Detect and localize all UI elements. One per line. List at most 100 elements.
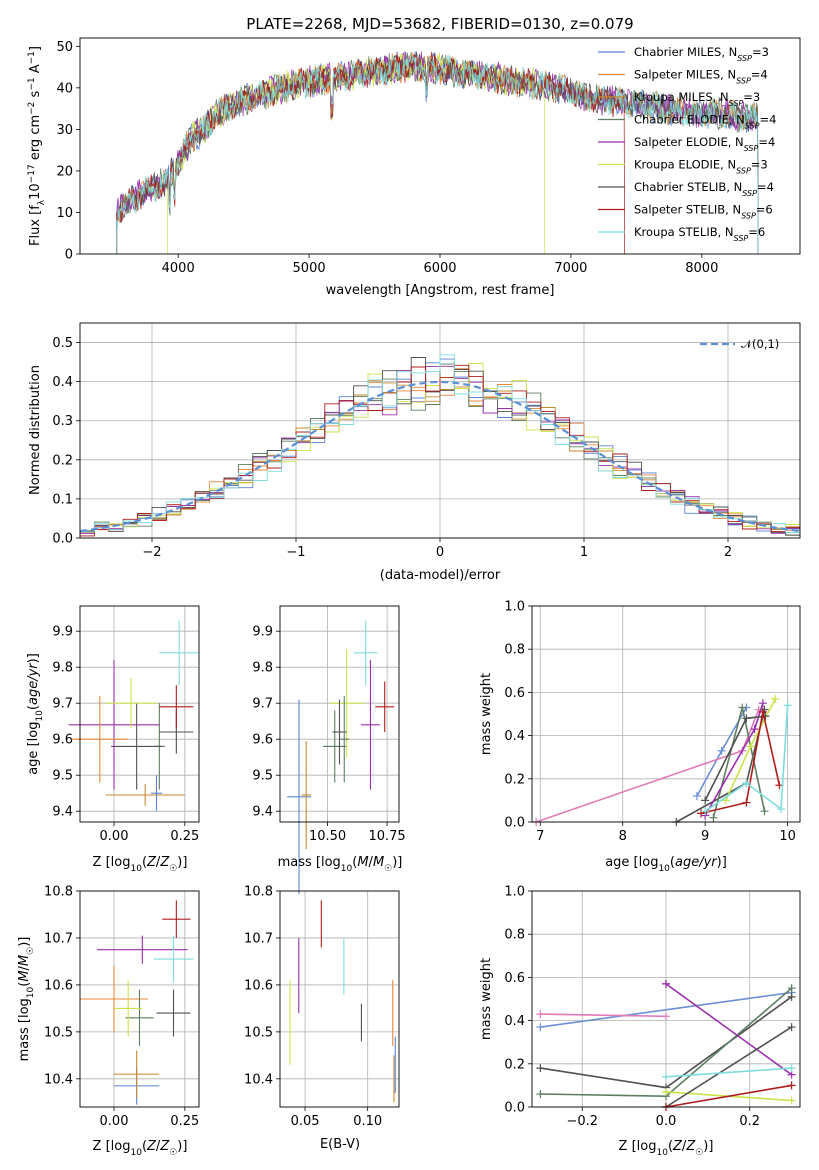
spectrum-line-salpeter-stelib <box>116 51 625 254</box>
axes-massweight-vs-age: 7 8 9 10 0.0 0.2 0.4 0.6 0.8 1.0 <box>504 600 800 844</box>
series-marker <box>742 714 751 723</box>
errorbar-point <box>301 741 311 849</box>
errorbar-point <box>156 989 191 1037</box>
legend-entry: Kroupa STELIB, NSSP=6 <box>634 225 765 243</box>
y-tick-label: 9.4 <box>52 805 73 820</box>
series-marker <box>758 699 767 708</box>
spectrum-lines <box>116 50 759 254</box>
errorbar-point <box>97 935 188 964</box>
series-marker <box>746 742 755 751</box>
series-line <box>665 1084 792 1108</box>
errorbar-point <box>360 660 380 790</box>
axes-frame-age-vs-mass <box>279 605 400 823</box>
axes-massweight-vs-Z: −0.2 0.0 0.2 0.0 0.2 0.4 0.6 0.8 1.0 <box>504 885 800 1129</box>
y-tick-label: 0.2 <box>504 772 525 787</box>
x-tick-label: 10.50 <box>309 829 346 844</box>
mwz-xlabel: Z [log10(Z/Z☉)] <box>619 1139 714 1158</box>
errorbar-point <box>153 935 194 983</box>
legend-entry: Salpeter MILES, NSSP=4 <box>634 68 768 86</box>
errorbar-point <box>353 620 378 686</box>
y-tick-label: 0.0 <box>52 532 73 547</box>
legend-entry: Kroupa ELODIE, NSSP=3 <box>634 158 768 176</box>
errorbars-mass-vs-Z <box>80 900 194 1105</box>
residuals-ylabel: Normed distribution <box>28 365 43 495</box>
x-tick-label: 0.10 <box>353 1114 382 1129</box>
y-tick-label: 0.4 <box>504 729 525 744</box>
series-line <box>704 705 789 812</box>
histogram-steps <box>80 354 800 537</box>
x-tick-label: −0.2 <box>566 1114 598 1129</box>
axes-frame-massweight-vs-Z <box>531 890 801 1108</box>
series-marker <box>787 992 796 1001</box>
x-tick-label: 0.00 <box>100 1114 129 1129</box>
series-marker <box>787 1023 796 1032</box>
y-tick-label: 9.5 <box>52 769 73 784</box>
errorbar-point <box>159 620 199 686</box>
series-marker <box>787 1064 796 1073</box>
y-tick-label: 0.1 <box>52 492 73 507</box>
y-tick-label: 10.6 <box>44 978 73 993</box>
x-tick-label: 1 <box>580 545 588 560</box>
errorbar-point <box>111 703 163 790</box>
y-tick-label: 10.5 <box>244 1025 273 1040</box>
y-tick-label: 0.8 <box>504 928 525 943</box>
series-marker <box>717 746 726 755</box>
x-tick-label: 7000 <box>554 261 587 276</box>
errorbar-point <box>80 966 148 1032</box>
x-tick-label: 0.05 <box>291 1114 320 1129</box>
errorbar-point <box>322 710 347 783</box>
legend-entry: Kroupa MILES, NSSP=3 <box>634 90 760 108</box>
series-line <box>540 991 792 1028</box>
y-tick-label: 9.6 <box>252 733 273 748</box>
agemass-xlabel: mass [log10(M/M☉)] <box>278 855 403 874</box>
errorbar-point <box>105 678 157 729</box>
series-marker <box>692 792 701 801</box>
x-tick-label: 7 <box>536 829 544 844</box>
series-line <box>700 711 781 815</box>
x-tick-label: 2 <box>724 545 732 560</box>
series-line <box>665 1026 793 1108</box>
errorbars-age-vs-Z <box>68 620 199 812</box>
y-tick-label: 10.4 <box>44 1072 73 1087</box>
x-tick-label: 10 <box>779 829 796 844</box>
y-tick-label: 1.0 <box>504 885 525 900</box>
y-tick-label: 0.2 <box>52 453 73 468</box>
series-marker <box>697 809 706 818</box>
y-tick-label: 50 <box>56 40 73 55</box>
errorbar-point <box>287 699 311 894</box>
y-tick-label: 0.8 <box>504 643 525 658</box>
massz-xlabel: Z [log10(Z/Z☉)] <box>93 1139 188 1158</box>
legend-entry: Chabrier MILES, NSSP=3 <box>634 45 769 63</box>
errorbar-point <box>150 775 163 812</box>
y-tick-label: 10.5 <box>44 1025 73 1040</box>
y-tick-label: 0.0 <box>504 816 525 831</box>
y-tick-label: 1.0 <box>504 600 525 615</box>
y-tick-label: 9.5 <box>252 769 273 784</box>
y-tick-label: 10.8 <box>244 885 273 900</box>
x-tick-label: 9 <box>701 829 709 844</box>
errorbar-point <box>162 900 191 938</box>
legend-entry: Chabrier STELIB, NSSP=4 <box>634 180 774 198</box>
lines-massweight-vs-age <box>532 694 792 826</box>
series-marker <box>777 805 786 814</box>
x-tick-label: 5000 <box>293 261 326 276</box>
legend-entry: Chabrier ELODIE, NSSP=4 <box>634 113 776 131</box>
series-marker <box>662 1072 670 1081</box>
y-tick-label: 40 <box>56 81 73 96</box>
axes-frame-mass-vs-Z <box>79 890 200 1108</box>
series-marker <box>536 1064 545 1073</box>
spectrum-line-kroupa-elodie <box>167 52 546 254</box>
series-marker <box>758 707 767 716</box>
axes-age-vs-mass: 10.50 10.75 9.4 9.5 9.6 9.7 9.8 9.9 <box>252 606 406 844</box>
histogram-8 <box>80 354 800 533</box>
y-tick-label: 0.4 <box>504 1014 525 1029</box>
y-tick-label: 9.8 <box>52 661 73 676</box>
series-marker <box>771 694 780 703</box>
y-tick-label: 0 <box>65 248 73 263</box>
x-tick-label: 8000 <box>685 261 718 276</box>
legend-entry: Salpeter STELIB, NSSP=6 <box>634 203 773 221</box>
axes-frame-mass-vs-ebv <box>279 890 400 1108</box>
series-marker <box>536 1090 545 1099</box>
axes-residuals: −2 −1 0 1 2 0.0 0.1 0.2 0.3 0.4 0.5 <box>52 323 800 560</box>
series-marker <box>662 1087 670 1096</box>
